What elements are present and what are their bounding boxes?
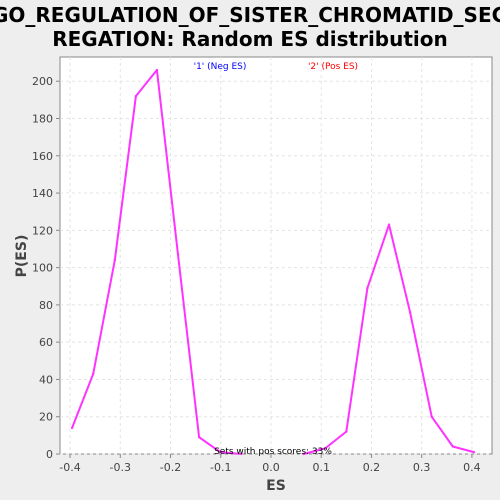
y-tick-label: 0 — [46, 448, 53, 461]
data-point — [91, 372, 95, 376]
y-tick-label: 60 — [39, 336, 53, 349]
y-tick-label: 140 — [32, 187, 53, 200]
data-point — [472, 450, 476, 454]
data-point — [176, 253, 180, 256]
x-tick-label: 0.1 — [312, 461, 330, 474]
data-point — [408, 311, 412, 314]
grid-layer — [60, 57, 492, 455]
pos-scores-annotation: Sets with pos scores: 33% — [214, 447, 332, 457]
x-axis-label: ES — [266, 478, 286, 494]
data-point — [240, 452, 243, 456]
y-tick-label: 200 — [32, 75, 53, 88]
data-point — [345, 430, 348, 433]
y-tick-label: 120 — [32, 224, 53, 237]
y-tick-label: 180 — [32, 113, 53, 126]
y-tick-label: 160 — [32, 150, 53, 163]
chart-title-line-2: REGATION: Random ES distribution — [52, 27, 448, 51]
data-point — [134, 94, 138, 98]
y-tick-label: 80 — [39, 299, 53, 312]
legend-pos-es: '2' (Pos ES) — [308, 62, 358, 72]
y-tick-label: 100 — [32, 262, 53, 275]
data-point — [197, 436, 201, 439]
data-point — [302, 452, 305, 456]
x-tick-label: 0.0 — [262, 461, 280, 474]
data-point — [219, 450, 222, 454]
data-point — [451, 445, 455, 448]
series-layer — [70, 68, 476, 456]
chart-title-line-1: GO_REGULATION_OF_SISTER_CHROMATID_SEG — [0, 3, 500, 27]
legend-neg-es: '1' (Neg ES) — [194, 62, 247, 72]
data-point — [70, 426, 74, 430]
data-point — [430, 415, 433, 418]
y-axis-label: P(ES) — [14, 235, 30, 278]
x-tick-label: 0.3 — [413, 461, 431, 474]
data-point — [113, 258, 116, 262]
data-point — [387, 223, 391, 226]
data-point — [366, 286, 369, 290]
data-point — [324, 447, 327, 450]
x-tick-label: 0.4 — [463, 461, 481, 474]
y-tick-label: 40 — [39, 373, 53, 386]
x-tick-label: 0.2 — [363, 461, 381, 474]
y-tick-label: 20 — [39, 411, 53, 424]
x-tick-label: -0.2 — [160, 461, 181, 474]
data-point — [155, 68, 159, 72]
x-tick-label: -0.3 — [110, 461, 131, 474]
x-tick-label: -0.1 — [210, 461, 231, 474]
x-tick-label: -0.4 — [59, 461, 80, 474]
axis-layer: 0 20 40 60 80 100 120 140 160 180 200 -0.4 -0.3 -0.2 -… — [32, 75, 481, 474]
